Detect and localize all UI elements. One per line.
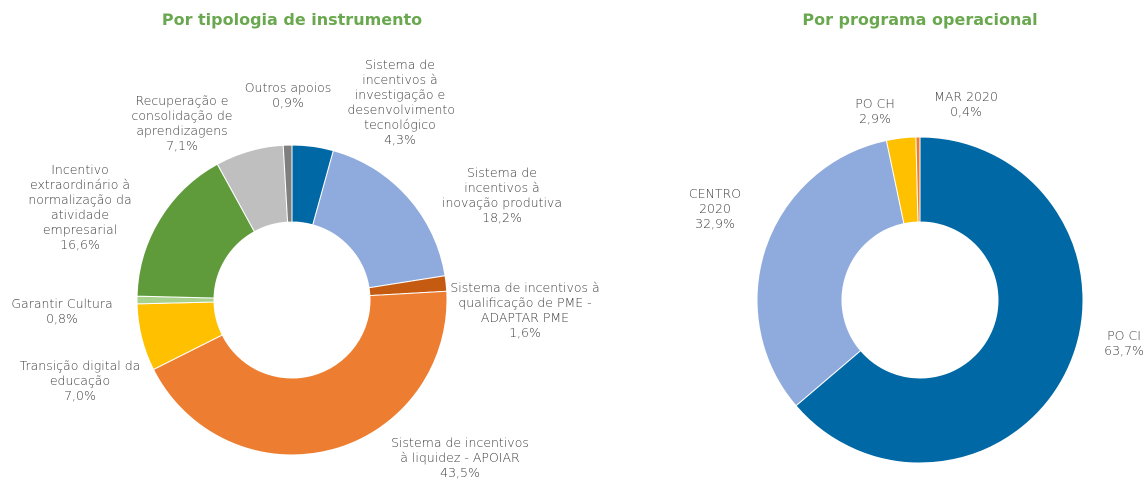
category-name: Transição digital da educação [19,358,141,388]
slice-label: Incentivo extraordinário à normalização … [25,162,135,252]
category-name: Sistema de incentivos à qualificação de … [450,280,600,325]
value-label: 18,2% [482,210,522,225]
value-label: 2,9% [859,111,891,126]
value-label: 1,6% [509,325,541,340]
category-name: Sistema de incentivos à investigação e d… [347,57,455,132]
category-name: Garantir Cultura [11,296,113,311]
slice-label: Sistema de incentivos à investigação e d… [347,57,455,147]
category-name: Incentivo extraordinário à normalização … [28,162,132,237]
category-name: Sistema de incentivos à liquidez - APOIA… [391,435,529,465]
slice [312,150,446,289]
slice-label: Outros apoios 0,9% [238,80,338,110]
value-label: 7,0% [64,388,96,403]
slice-label: Transição digital da educação 7,0% [5,358,155,403]
slice-label: Sistema de incentivos à liquidez - APOIA… [390,435,530,480]
slice-label: Sistema de incentivos à inovação produti… [442,165,562,225]
slice-label: MAR 2020 0,4% [916,89,1016,119]
slice-label: PO CI 63,7% [1100,328,1148,358]
category-name: CENTRO 2020 [688,186,742,216]
slice-label: Sistema de incentivos à qualificação de … [450,280,600,340]
value-label: 0,9% [272,95,304,110]
slice-label: PO CH 2,9% [845,96,905,126]
value-label: 7,1% [166,138,198,153]
slice [915,136,921,223]
slice [756,139,905,407]
value-label: 32,9% [695,216,735,231]
value-label: 63,7% [1104,343,1144,358]
value-label: 0,4% [950,104,982,119]
value-label: 43,5% [440,465,480,480]
category-name: PO CI [1107,328,1141,343]
slice-label: Garantir Cultura 0,8% [2,296,122,326]
slice [795,136,1084,464]
category-name: PO CH [855,96,895,111]
value-label: 0,8% [46,311,78,326]
category-name: MAR 2020 [934,89,998,104]
value-label: 16,6% [60,237,100,252]
category-name: Sistema de incentivos à inovação produti… [442,165,562,210]
chart-title: Por programa operacional [802,10,1038,29]
chart-title: Por tipologia de instrumento [161,10,423,29]
slice-label: CENTRO 2020 32,9% [675,186,755,231]
category-name: Outros apoios [244,80,332,95]
slice [282,144,293,223]
category-name: Recuperação e consolidação de aprendizag… [131,93,233,138]
slice-label: Recuperação e consolidação de aprendizag… [122,93,242,153]
value-label: 4,3% [384,132,416,147]
slice [152,290,448,456]
